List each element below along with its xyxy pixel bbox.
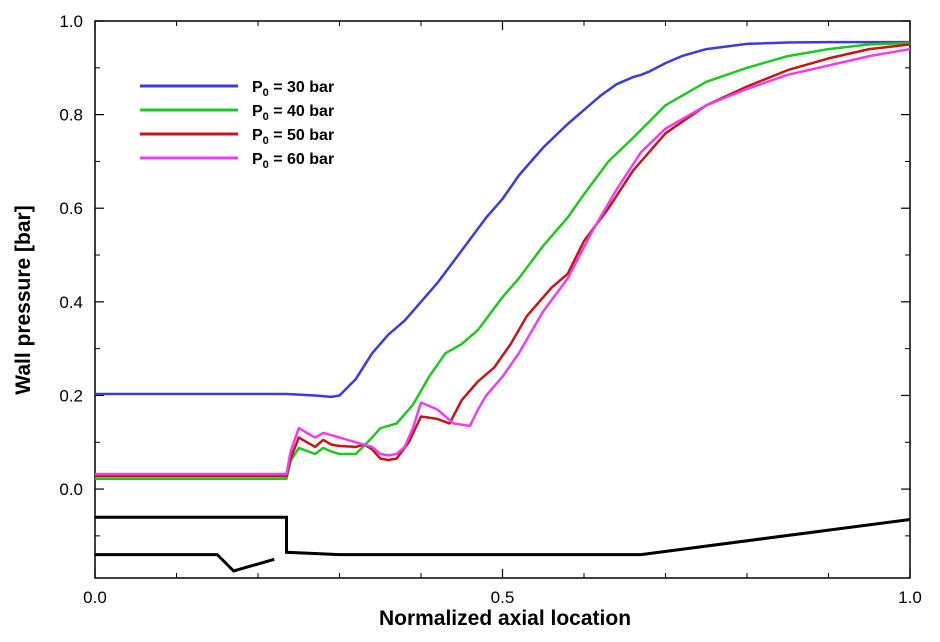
x-axis-ticks: 0.0 0.5 1.0 <box>83 21 922 607</box>
nozzle-lower-wall <box>95 553 275 573</box>
y-axis-ticks: 0.0 0.2 0.4 0.6 0.8 1.0 <box>59 12 910 537</box>
y-tick-label: 0.4 <box>59 293 83 312</box>
plot-frame <box>94 20 911 579</box>
x-tick-label: 0.0 <box>83 588 107 607</box>
y-tick-label: 0.8 <box>59 106 83 125</box>
series-line-2 <box>95 41 911 481</box>
legend-label-3: P0 = 50 bar <box>252 127 334 147</box>
y-tick-label: 0.6 <box>59 199 83 218</box>
y-axis-title: Wall pressure [bar] <box>12 205 35 394</box>
series-line-3 <box>95 43 911 478</box>
nozzle-upper-wall <box>95 515 911 557</box>
x-tick-label: 1.0 <box>898 588 922 607</box>
legend-label-1: P0 = 30 bar <box>252 79 334 99</box>
legend: P0 = 30 bar P0 = 40 bar P0 = 50 bar P0 = 60… <box>140 79 334 171</box>
series-line-1 <box>95 40 910 399</box>
x-axis-title: Normalized axial location <box>379 607 631 630</box>
legend-label-2: P0 = 40 bar <box>252 103 334 123</box>
y-tick-label: 1.0 <box>59 12 83 31</box>
legend-label-4: P0 = 60 bar <box>252 151 334 171</box>
y-tick-label: 0.2 <box>59 386 83 405</box>
y-tick-label: 0.0 <box>59 480 83 499</box>
series-line-4 <box>95 47 911 476</box>
series-lines <box>95 40 911 481</box>
nozzle-geometry <box>95 515 911 573</box>
x-tick-label: 0.5 <box>491 588 515 607</box>
